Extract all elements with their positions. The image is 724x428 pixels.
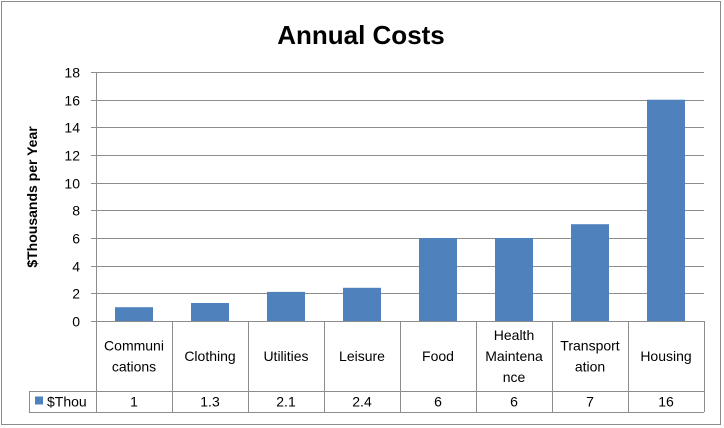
category-label: cations	[112, 359, 156, 375]
category-label: Leisure	[339, 348, 385, 364]
data-label: 7	[586, 394, 594, 410]
category-label: Transport	[560, 338, 620, 354]
y-tick-label: 8	[72, 203, 80, 219]
category-label: Food	[422, 348, 454, 364]
data-label: 6	[510, 394, 518, 410]
data-label: 6	[434, 394, 442, 410]
chart-title: Annual Costs	[277, 20, 445, 50]
category-label: ation	[575, 359, 605, 375]
y-tick-label: 4	[72, 259, 80, 275]
legend-swatch	[35, 396, 43, 405]
data-label: 1	[130, 394, 138, 410]
legend-label: $Thou	[47, 394, 87, 410]
bar	[419, 238, 457, 321]
category-label: nce	[503, 369, 526, 385]
data-label: 2.1	[276, 394, 296, 410]
y-tick-label: 16	[64, 93, 80, 109]
data-table: Communi cations Clothing Utilities Leisure Fo…	[29, 321, 705, 413]
category-label: Health	[494, 327, 534, 343]
y-axis-label: $Thousands per Year	[24, 126, 40, 268]
y-tick-label: 2	[72, 286, 80, 302]
y-tick-label: 0	[72, 314, 80, 330]
bar	[647, 99, 685, 321]
y-tick-label: 12	[64, 148, 80, 164]
category-label: Utilities	[263, 348, 308, 364]
y-tick-label: 6	[72, 231, 80, 247]
bar	[343, 287, 381, 321]
category-label: Maintena	[485, 348, 543, 364]
category-label: Clothing	[184, 348, 235, 364]
y-tick-label: 10	[64, 176, 80, 192]
category-label: Housing	[640, 348, 691, 364]
bars	[115, 99, 685, 321]
bar	[115, 307, 153, 321]
data-label: 1.3	[200, 394, 220, 410]
category-label: Communi	[104, 338, 164, 354]
data-label: 2.4	[352, 394, 372, 410]
bar	[495, 238, 533, 321]
bar	[267, 291, 305, 321]
y-tick-label: 14	[64, 120, 80, 136]
y-tick-label: 18	[64, 65, 80, 81]
bar	[191, 303, 229, 321]
data-label: 16	[658, 394, 674, 410]
bar	[571, 224, 609, 321]
